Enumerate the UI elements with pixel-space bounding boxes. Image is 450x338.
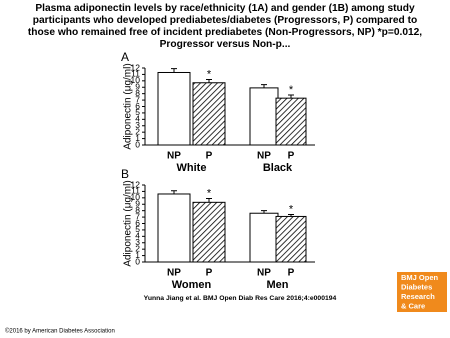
error-bar [171, 190, 177, 194]
x-tick-label: NP [257, 268, 271, 279]
y-axis-label: Adiponectin (μg/ml) [123, 180, 134, 266]
copyright: ©2016 by American Diabetes Association [5, 328, 115, 335]
significance-marker: * [207, 68, 212, 80]
error-bar [261, 84, 267, 88]
y-tick-label: 2 [135, 126, 140, 136]
y-tick-label: 1 [135, 250, 140, 260]
x-tick-label: P [288, 151, 295, 162]
x-tick-label: NP [167, 268, 181, 279]
x-tick-label: P [288, 268, 295, 279]
y-tick-label: 8 [135, 205, 140, 215]
y-tick-label: 9 [135, 82, 140, 92]
y-tick-label: 12 [131, 179, 141, 189]
logo-text: Research [401, 292, 435, 301]
y-tick-label: 11 [131, 69, 140, 79]
y-axis-label: Adiponectin (μg/ml) [123, 63, 134, 149]
error-bar [206, 197, 212, 203]
bar [249, 212, 279, 263]
bar [275, 215, 307, 263]
y-tick-label: 7 [135, 94, 140, 104]
y-tick-label: 7 [135, 211, 140, 221]
group-label: White [177, 162, 207, 174]
y-tick-label: 2 [135, 243, 140, 253]
logo-box [397, 272, 447, 312]
group-label: Men [267, 279, 289, 291]
y-tick-label: 10 [131, 75, 141, 85]
logo-text: Diabetes [401, 282, 432, 291]
group-label: Black [263, 162, 293, 174]
y-tick-label: 0 [135, 139, 140, 149]
y-tick-label: 4 [135, 114, 140, 124]
y-tick-label: 8 [135, 88, 140, 98]
y-tick-label: 0 [135, 256, 140, 266]
panel-label: B [121, 167, 129, 181]
bar [157, 193, 191, 263]
y-tick-label: 11 [131, 186, 140, 196]
y-tick-label: 5 [135, 224, 140, 234]
group-label: Women [172, 279, 212, 291]
error-bar [288, 214, 294, 217]
logo-text: & Care [401, 301, 425, 310]
y-tick-label: 12 [131, 62, 141, 72]
y-tick-label: 4 [135, 231, 140, 241]
bar [192, 201, 226, 263]
x-tick-label: P [206, 268, 213, 279]
x-tick-label: NP [167, 151, 181, 162]
y-tick-label: 1 [135, 133, 140, 143]
significance-marker: * [207, 187, 212, 199]
logo-text: BMJ Open [401, 273, 439, 282]
y-tick-label: 6 [135, 101, 140, 111]
error-bar [206, 79, 212, 83]
y-tick-label: 10 [131, 192, 141, 202]
panel-label: A [121, 50, 129, 64]
citation: Yunna Jiang et al. BMJ Open Diab Res Car… [144, 295, 337, 302]
error-bar [288, 94, 294, 99]
significance-marker: * [289, 203, 294, 215]
y-tick-label: 3 [135, 237, 140, 247]
x-tick-label: P [206, 151, 213, 162]
error-bar [261, 210, 267, 214]
error-bar [171, 68, 177, 73]
bar [275, 97, 307, 146]
x-tick-label: NP [257, 151, 271, 162]
significance-marker: * [289, 84, 294, 96]
y-tick-label: 9 [135, 199, 140, 209]
y-tick-label: 3 [135, 120, 140, 130]
bar [157, 71, 191, 146]
bar [249, 87, 279, 146]
bar [192, 82, 226, 146]
y-tick-label: 6 [135, 218, 140, 228]
y-tick-label: 5 [135, 107, 140, 117]
slide-title: Plasma adiponectin levels by race/ethnic… [27, 3, 423, 50]
